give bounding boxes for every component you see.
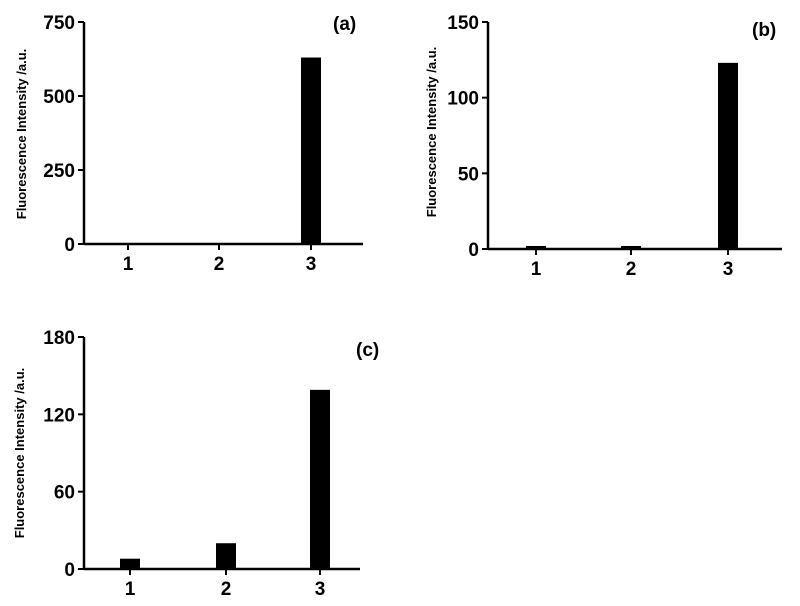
x-ticks: 1 2 3	[531, 249, 734, 280]
y-tick-label: 750	[43, 13, 75, 34]
bar-2	[216, 543, 236, 569]
y-axis-title: Fluorescence Intensity /a.u.	[424, 47, 439, 218]
x-tick-label: 2	[214, 254, 225, 275]
y-tick-label: 0	[64, 235, 75, 256]
bar-1	[526, 245, 546, 249]
x-tick-label: 1	[125, 579, 136, 600]
x-tick-label: 3	[306, 254, 317, 275]
x-ticks: 1 2 3	[125, 569, 326, 600]
y-tick-label: 0	[64, 560, 75, 581]
bars	[120, 389, 330, 569]
y-tick-label: 50	[458, 164, 479, 185]
y-ticks: 0 250 500 750	[43, 13, 84, 256]
x-tick-label: 2	[221, 579, 232, 600]
y-axis-title: Fluorescence Intensity /a.u.	[14, 49, 29, 220]
y-tick-label: 100	[447, 89, 479, 110]
x-tick-label: 1	[123, 254, 134, 275]
x-tick-label: 1	[531, 259, 542, 280]
panel-label: (b)	[752, 20, 776, 41]
y-tick-label: 500	[43, 87, 75, 108]
y-ticks: 0 60 120 180	[43, 328, 84, 581]
y-axis-title: Fluorescence Intensity /a.u.	[12, 368, 27, 539]
bar-2	[621, 245, 641, 249]
y-tick-label: 0	[468, 240, 479, 261]
x-tick-label: 3	[723, 259, 734, 280]
y-tick-label: 150	[447, 13, 479, 34]
bar-3	[310, 389, 330, 569]
panel-b: Fluorescence Intensity /a.u. (b) 0 50 100 1…	[424, 13, 782, 280]
y-tick-label: 250	[43, 161, 75, 182]
bars	[526, 62, 738, 249]
x-tick-label: 2	[626, 259, 637, 280]
bar-1	[120, 558, 140, 569]
x-tick-label: 3	[315, 579, 326, 600]
y-tick-label: 60	[54, 483, 75, 504]
y-tick-label: 120	[43, 405, 75, 426]
panel-label: (a)	[333, 14, 356, 35]
bar-3	[718, 62, 738, 249]
y-tick-label: 180	[43, 328, 75, 349]
panel-a: Fluorescence Intensity /a.u. (a) 0 250 500…	[14, 13, 363, 275]
bar-3	[301, 57, 321, 244]
y-ticks: 0 50 100 150	[447, 13, 488, 261]
bars	[118, 57, 321, 245]
x-ticks: 1 2 3	[123, 244, 317, 275]
panel-label: (c)	[356, 340, 379, 361]
panel-c: Fluorescence Intensity /a.u. (c) 0 60 120 1…	[12, 328, 379, 600]
